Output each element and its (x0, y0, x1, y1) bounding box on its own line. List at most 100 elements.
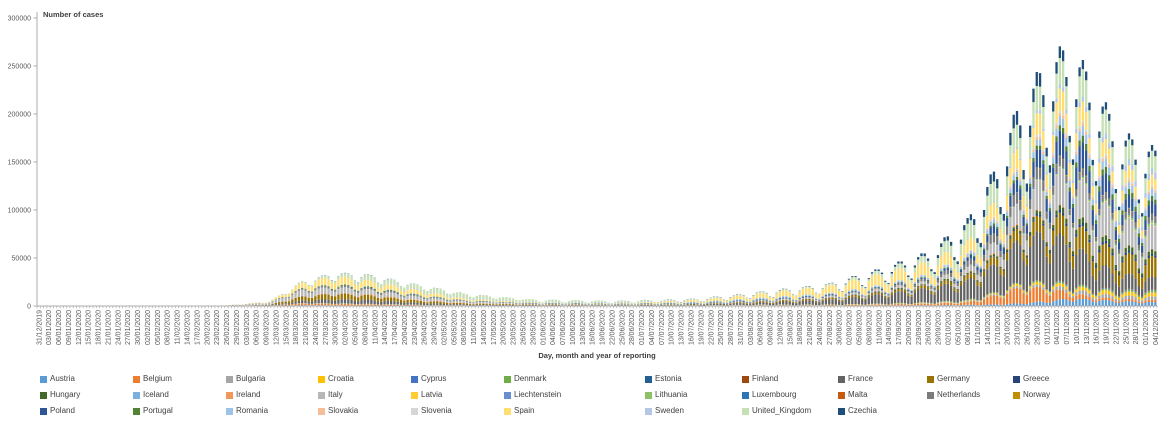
legend-label: Spain (514, 406, 535, 415)
x-tick-label: 10/06/2020 (570, 310, 577, 345)
x-tick-label: 18/08/2020 (797, 310, 804, 345)
x-tick-label: 03/01/2020 (46, 310, 53, 345)
x-tick-label: 05/04/2020 (352, 310, 359, 345)
x-tick-label: 26/05/2020 (520, 310, 527, 345)
x-tick-label: 05/05/2020 (451, 310, 458, 345)
x-tick-label: 19/06/2020 (600, 310, 607, 345)
x-tick-label: 08/02/2020 (165, 310, 172, 345)
x-axis-tick-marks (36, 306, 1158, 309)
x-tick-label: 13/06/2020 (580, 310, 587, 345)
x-tick-label: 14/02/2020 (184, 310, 191, 345)
x-tick-label: 17/05/2020 (491, 310, 498, 345)
y-tick-label: 150000 (8, 160, 31, 167)
x-tick-label: 27/01/2020 (125, 310, 132, 345)
series-france (225, 231, 1157, 306)
legend-swatch-icon (133, 391, 140, 399)
x-tick-label: 10/07/2020 (669, 310, 676, 345)
legend-label: Denmark (514, 374, 547, 383)
x-tick-label: 20/10/2020 (1005, 310, 1012, 345)
legend-swatch-icon (226, 407, 233, 415)
x-tick-label: 05/10/2020 (955, 310, 962, 345)
legend-item-netherlands: Netherlands (927, 390, 980, 400)
x-tick-label: 06/01/2020 (56, 310, 63, 345)
x-tick-label: 05/02/2020 (155, 310, 162, 345)
legend-swatch-icon (742, 407, 749, 415)
x-tick-label: 11/09/2020 (876, 310, 883, 345)
legend-label: Luxembourg (752, 390, 797, 399)
x-tick-label: 20/05/2020 (501, 310, 508, 345)
y-tick-label: 0 (27, 304, 31, 311)
legend-item-liechtenstein: Liechtenstein (504, 390, 561, 400)
series-cyprus (893, 281, 1157, 304)
x-tick-label: 29/04/2020 (432, 310, 439, 345)
x-tick-label: 09/08/2020 (768, 310, 775, 345)
x-tick-label: 06/03/2020 (254, 310, 261, 345)
x-tick-label: 07/07/2020 (659, 310, 666, 345)
legend-item-portugal: Portugal (133, 406, 173, 416)
legend-item-norway: Norway (1013, 390, 1050, 400)
x-tick-label: 02/05/2020 (441, 310, 448, 345)
legend-label: Estonia (655, 374, 682, 383)
x-tick-label: 06/08/2020 (758, 310, 765, 345)
x-tick-label: 20/04/2020 (402, 310, 409, 345)
x-tick-label: 29/10/2020 (1034, 310, 1041, 345)
x-tick-label: 28/06/2020 (629, 310, 636, 345)
x-tick-label: 15/01/2020 (86, 310, 93, 345)
legend-swatch-icon (318, 391, 325, 399)
legend-label: Greece (1023, 374, 1050, 383)
x-tick-label: 04/07/2020 (649, 310, 656, 345)
legend-swatch-icon (226, 391, 233, 399)
x-tick-label: 22/11/2020 (1113, 310, 1120, 345)
legend-swatch-icon (40, 407, 47, 415)
legend-label: Hungary (50, 390, 81, 399)
series-austria (248, 298, 1157, 307)
x-tick-label: 29/02/2020 (234, 310, 241, 345)
legend-label: Latvia (421, 390, 443, 399)
x-tick-label: 31/07/2020 (738, 310, 745, 345)
x-tick-label: 07/06/2020 (560, 310, 567, 345)
x-tick-label: 15/03/2020 (283, 310, 290, 345)
x-tick-label: 04/12/2020 (1153, 310, 1160, 345)
legend-label: Slovakia (328, 406, 359, 415)
x-tick-label: 03/03/2020 (244, 310, 251, 345)
x-tick-label: 25/11/2020 (1123, 310, 1130, 345)
x-tick-label: 02/09/2020 (847, 310, 854, 345)
legend-swatch-icon (927, 391, 934, 399)
legend-swatch-icon (133, 407, 140, 415)
x-tick-label: 02/02/2020 (145, 310, 152, 345)
x-tick-label: 21/03/2020 (303, 310, 310, 345)
stacked-bars (106, 46, 1157, 307)
x-tick-label: 23/09/2020 (916, 310, 923, 345)
legend-label: Germany (937, 374, 970, 383)
x-tick-label: 10/11/2020 (1074, 310, 1081, 345)
x-tick-label: 16/06/2020 (590, 310, 597, 345)
legend-label: France (848, 374, 873, 383)
legend-item-poland: Poland (40, 406, 75, 416)
x-tick-label: 08/04/2020 (362, 310, 369, 345)
x-tick-label: 30/03/2020 (333, 310, 340, 345)
legend-swatch-icon (318, 375, 325, 383)
legend-item-luxembourg: Luxembourg (742, 390, 796, 400)
legend-item-belgium: Belgium (133, 374, 172, 384)
x-tick-label: 19/07/2020 (698, 310, 705, 345)
legend-swatch-icon (40, 391, 47, 399)
legend-swatch-icon (411, 407, 418, 415)
x-tick-label: 01/11/2020 (1044, 310, 1051, 345)
legend-label: Romania (236, 406, 269, 415)
x-tick-label: 23/02/2020 (214, 310, 221, 345)
legend-swatch-icon (411, 391, 418, 399)
x-tick-label: 17/10/2020 (995, 310, 1002, 345)
x-tick-label: 09/01/2020 (66, 310, 73, 345)
y-tick-label: 250000 (8, 64, 31, 71)
legend-swatch-icon (838, 407, 845, 415)
x-tick-label: 08/05/2020 (461, 310, 468, 345)
legend-label: Netherlands (937, 390, 981, 399)
x-tick-label: 01/06/2020 (540, 310, 547, 345)
x-tick-label: 12/01/2020 (76, 310, 83, 345)
x-tick-label: 25/06/2020 (619, 310, 626, 345)
legend-label: Austria (50, 374, 75, 383)
legend-label: Sweden (655, 406, 684, 415)
legend-swatch-icon (504, 407, 511, 415)
x-tick-label: 05/09/2020 (856, 310, 863, 345)
axes (33, 12, 1158, 309)
